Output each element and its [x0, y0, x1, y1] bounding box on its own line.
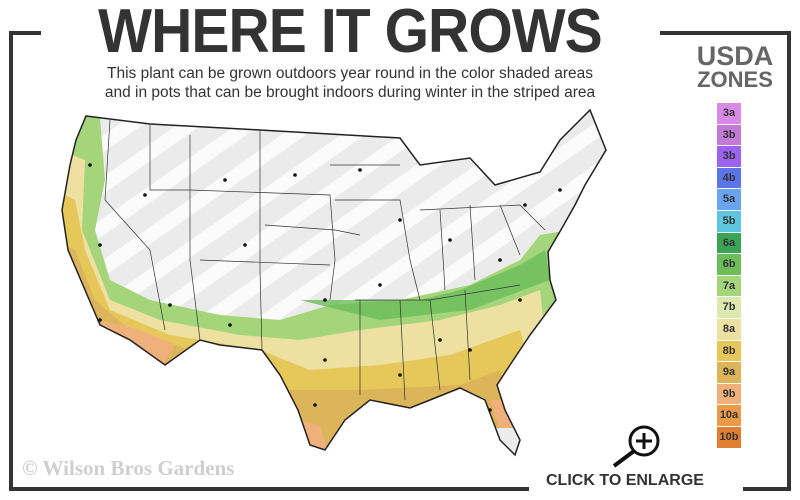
legend-zone-3a: 3a: [717, 103, 741, 124]
map-regions: [62, 110, 606, 455]
zone-legend: 3a 3b 3b 4b 5a 5b 6a 6b 7a 7b 8a 8b 9a 9b 10a 10b: [717, 103, 741, 449]
legend-zone-7b: 7b: [717, 297, 741, 318]
frame-line: [9, 31, 13, 491]
legend-zone-5b: 5b: [717, 210, 741, 232]
legend-title-line: USDA: [696, 41, 774, 71]
legend-zone-10a: 10a: [717, 405, 741, 426]
legend-title-line: ZONES: [697, 67, 773, 92]
zoom-in-icon[interactable]: [610, 424, 666, 468]
subtitle-line: and in pots that can be brought indoors …: [104, 84, 596, 101]
legend-zone-9a: 9a: [717, 362, 741, 383]
legend-zone-4b: 4b: [717, 167, 741, 189]
frame-line: [787, 31, 791, 491]
frame-line: [9, 31, 41, 35]
frame-line: [9, 487, 529, 491]
legend-zone-3b: 3b: [717, 146, 741, 167]
city-dots: [88, 163, 562, 412]
zone-7a-region: [300, 250, 550, 320]
watermark: © Wilson Bros Gardens: [22, 456, 235, 480]
page-title: WHERE IT GROWS: [98, 0, 603, 66]
legend-zone-10b: 10b: [717, 426, 741, 448]
subtitle-line: This plant can be grown outdoors year ro…: [107, 65, 593, 82]
legend-zone-9b: 9b: [717, 383, 741, 405]
legend-zone-8a: 8a: [717, 318, 741, 340]
subtitle: This plant can be grown outdoors year ro…: [50, 64, 650, 102]
frame-line: [660, 31, 791, 35]
legend-zone-6a: 6a: [717, 232, 741, 254]
click-to-enlarge-button[interactable]: CLICK TO ENLARGE: [546, 472, 704, 489]
state-borders: [104, 119, 546, 401]
legend-zone-5a: 5a: [717, 189, 741, 210]
legend-zone-8b: 8b: [717, 340, 741, 362]
legend-title: USDA ZONES: [680, 41, 790, 92]
frame-line: [743, 487, 791, 491]
legend-zone-6b: 6b: [717, 254, 741, 275]
legend-zone-3b: 3b: [717, 124, 741, 146]
legend-zone-7a: 7a: [717, 275, 741, 297]
